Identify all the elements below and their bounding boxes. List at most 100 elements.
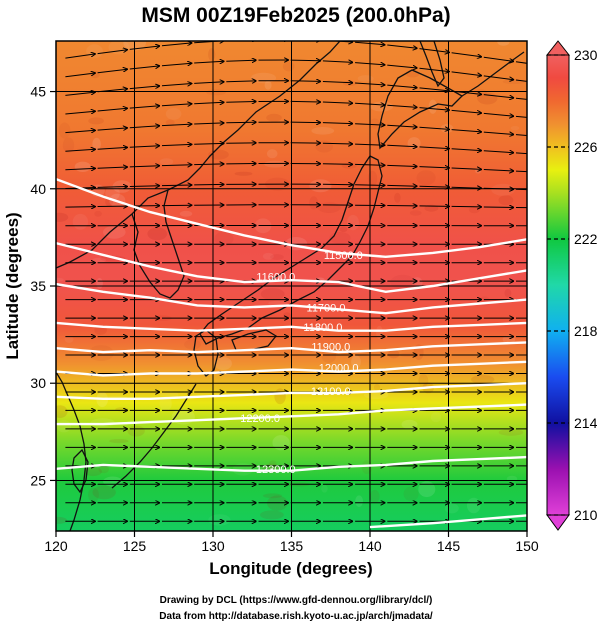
field-texture-spot [109, 439, 129, 444]
field-texture-spot [357, 75, 374, 82]
wind-arrow [129, 66, 160, 70]
wind-arrow [129, 146, 160, 148]
credit-line-2: Data from http://database.rish.kyoto-u.a… [159, 611, 433, 622]
field-texture-spot [159, 396, 172, 411]
wind-arrow [451, 52, 482, 57]
wind-arrow [387, 84, 417, 88]
field-texture-spot [370, 101, 394, 112]
field-texture-spot [92, 485, 116, 500]
field-texture-spot [100, 255, 126, 262]
wind-arrow [483, 151, 514, 153]
field-texture-spot [491, 183, 515, 196]
height-contour [56, 242, 527, 294]
contour-label: 11600.0 [256, 271, 295, 283]
field-texture-spot [165, 119, 175, 126]
field-texture-spot [90, 70, 100, 79]
field-texture-spot [88, 117, 104, 125]
field-texture-spot [394, 192, 401, 203]
wind-arrow [226, 143, 256, 144]
wind-arrow [322, 123, 353, 124]
field-texture-spot [367, 170, 378, 187]
wind-arrow [451, 71, 482, 76]
wind-arrow [161, 165, 192, 166]
colorbar-scale [546, 54, 570, 516]
field-texture-spot [84, 467, 102, 477]
field-texture-spot [127, 425, 145, 437]
mainland-coast [56, 41, 341, 269]
wind-arrow [515, 152, 527, 155]
contour-label: 12300.0 [256, 464, 296, 476]
wind-arrow [515, 170, 527, 173]
field-texture-spot [206, 89, 227, 96]
wind-arrow [355, 185, 385, 186]
field-texture-spot [270, 254, 284, 260]
wind-arrow [419, 127, 450, 129]
x-tick-label: 145 [437, 538, 461, 554]
field-texture-spot [444, 503, 459, 514]
x-axis-label: Longitude (degrees) [209, 559, 372, 578]
field-texture-spot [347, 214, 359, 231]
field-texture-spot [403, 486, 419, 502]
field-texture-spot [418, 374, 429, 387]
field-texture-spot [497, 41, 510, 46]
x-tick-label: 150 [515, 538, 539, 554]
wind-arrow [451, 206, 482, 207]
field-texture-spot [361, 460, 373, 475]
wind-arrow [65, 73, 95, 78]
field-texture-spot [214, 231, 234, 246]
height-contour [56, 382, 527, 400]
wind-arrow [97, 89, 128, 93]
wind-arrow [515, 134, 527, 136]
wind-arrow [161, 144, 192, 145]
wind-arrow [65, 130, 95, 132]
wind-arrow [65, 111, 95, 115]
wind-arrow [226, 122, 256, 123]
y-axis-label: Latitude (degrees) [3, 212, 22, 359]
height-contour [56, 360, 527, 377]
field-texture-spot [416, 170, 436, 186]
x-axis-ticks: 120 125 130 135 140 145 150 [44, 531, 539, 554]
wind-arrow [483, 131, 514, 134]
wind-arrow [322, 82, 353, 83]
field-texture-spot [390, 274, 416, 290]
field-texture-spot [272, 435, 290, 451]
wind-arrow [194, 61, 224, 63]
wind-arrow [129, 46, 160, 50]
wind-arrow [97, 147, 128, 149]
contour-label: 12100.0 [311, 386, 351, 398]
field-texture-spot [72, 213, 89, 230]
field-texture-spot [62, 137, 75, 153]
x-tick-label: 130 [201, 538, 225, 554]
wind-arrow [387, 165, 417, 166]
field-texture-spot [466, 497, 481, 514]
y-tick-label: 45 [30, 84, 46, 100]
field-texture-spot [317, 202, 341, 214]
field-texture-spot [56, 420, 72, 433]
field-texture-spot [56, 405, 68, 418]
field-texture-spot [409, 210, 422, 216]
x-tick-label: 135 [280, 538, 304, 554]
wind-arrow [194, 102, 224, 103]
taiwan [71, 448, 89, 494]
wind-arrow [65, 54, 95, 59]
wind-arrow [65, 168, 95, 169]
wind-arrow [451, 90, 482, 94]
ryukyu-islands [111, 383, 197, 489]
wind-arrow [515, 188, 527, 191]
field-texture-spot [88, 487, 99, 503]
field-texture-spot [376, 325, 383, 340]
wind-arrow [97, 128, 128, 130]
field-texture-spot [506, 475, 518, 482]
field-texture-spot [282, 61, 295, 72]
wind-arrow [129, 166, 160, 167]
wind-arrow [97, 108, 128, 112]
wind-arrow [290, 60, 321, 61]
wind-arrow [419, 167, 450, 168]
field-texture-spot [234, 171, 253, 176]
height-contours: 11500.0 11600.0 11700.0 11800.0 11900.0 12000… [56, 177, 527, 529]
wind-arrow [387, 44, 417, 48]
wind-arrow [483, 207, 514, 208]
field-texture-spot [341, 162, 357, 169]
field-texture-spot [105, 185, 120, 201]
